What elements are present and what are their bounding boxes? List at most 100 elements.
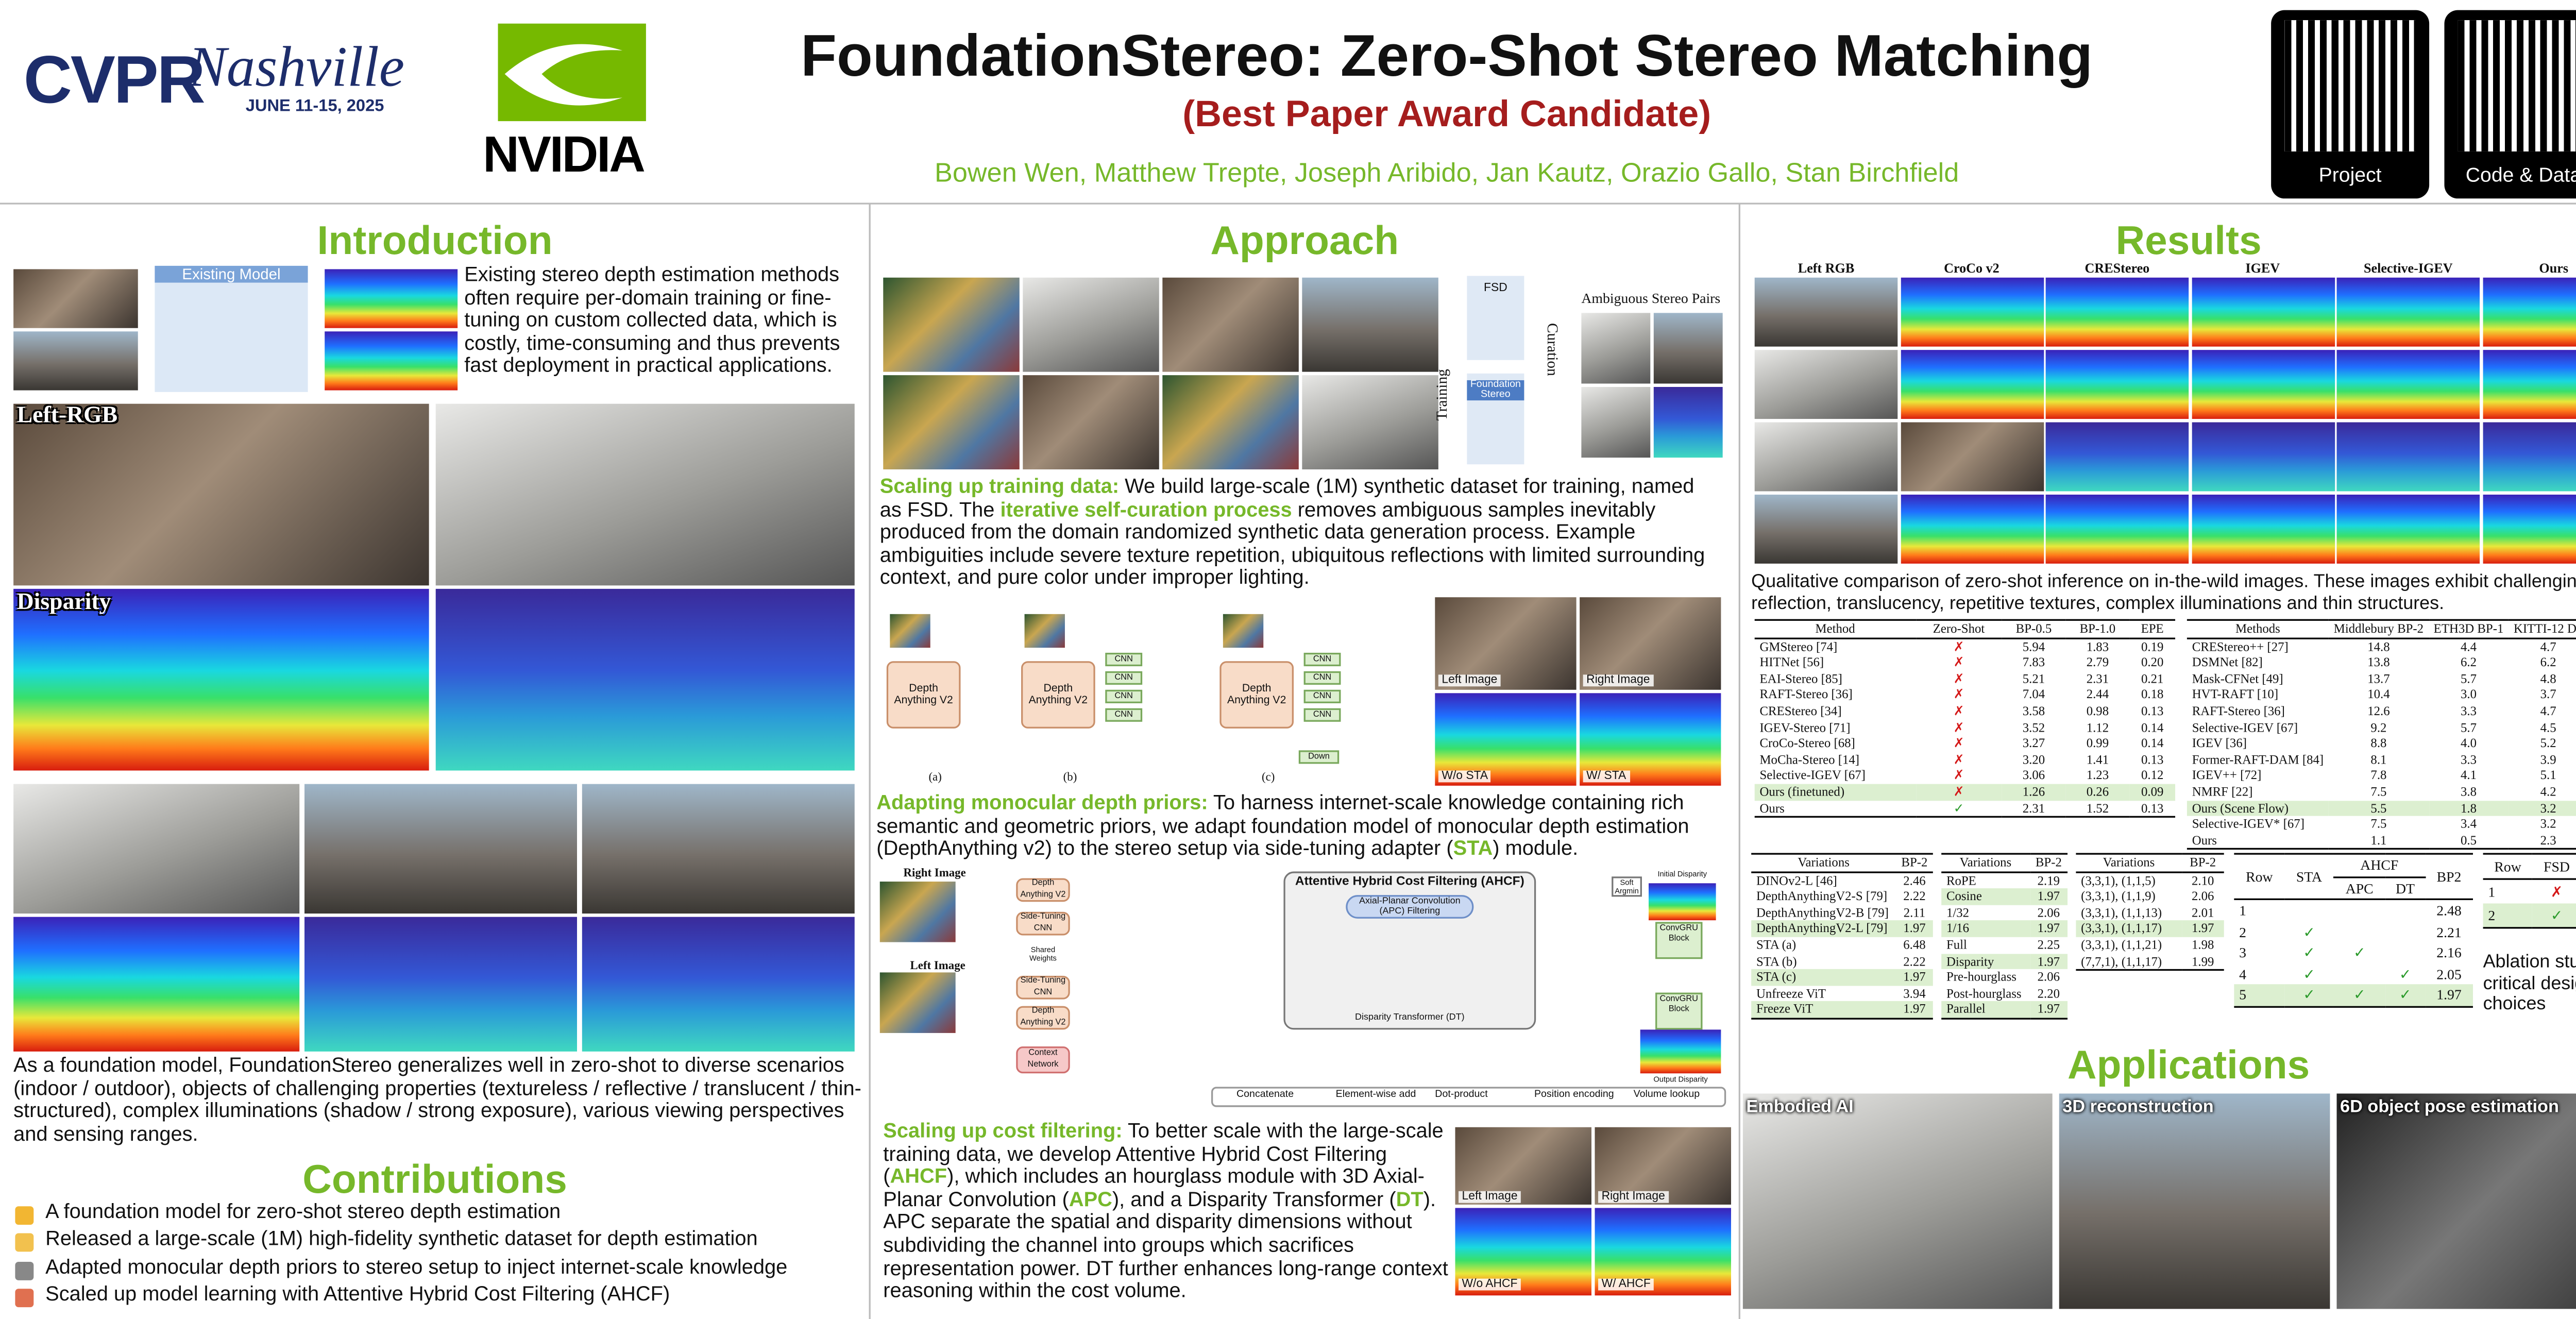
table-cell: 5.94 [2022, 638, 2045, 654]
model-box [155, 265, 308, 392]
input-label: Right Image [903, 866, 966, 880]
column-header: AHCF [2333, 853, 2426, 877]
left-rgb-image [582, 784, 855, 914]
table-row: Post-hourglass 2.20 [1941, 986, 2067, 1002]
table-cell: 0.14 [2141, 719, 2164, 735]
table-cell: ✗ [1953, 638, 1964, 654]
table-body: 1 2.48 2 ✓ 2.21 3 ✓ ✓ 2.16 4 ✓ ✓ 2.05 5 ✓ ✓ ✓ 1.97 [2234, 899, 2473, 1007]
result-image [2191, 494, 2334, 564]
fsd-sample [1162, 277, 1299, 372]
result-image [1754, 277, 1898, 347]
table-cell [2334, 963, 2385, 984]
header-row: Variations BP-2 [1751, 853, 1933, 873]
table-cell: STA (c) [1751, 969, 1896, 986]
dataset-box [1467, 276, 1524, 360]
fsd-sample [1162, 375, 1299, 470]
highlight: iterative self-curation process [1000, 497, 1292, 521]
table-cell: Mask-CFNet [49] [2192, 671, 2283, 686]
table-row: (3,3,1), (1,1,13) 2.01 [2076, 905, 2224, 921]
ambiguous-pair [1653, 387, 1723, 458]
table-cell: ✗ [1953, 735, 1964, 751]
table-cell: 7.83 [2022, 654, 2045, 670]
table-cell: 2.06 [2191, 888, 2214, 904]
table-cell: 1.97 [1896, 969, 1933, 986]
table-cell: ✗ [1953, 687, 1964, 702]
table-cell: HVT-RAFT [10] [2192, 687, 2279, 702]
table-cell: 1.12 [2086, 719, 2109, 735]
result-image [2336, 350, 2480, 419]
result-image [1900, 350, 2043, 419]
result-image [2191, 350, 2334, 419]
table-row: DepthAnythingV2-B [79] 2.11 [1751, 905, 1933, 921]
table-row: 1/16 1.97 [1941, 921, 2068, 937]
result-image [1754, 494, 1898, 564]
table-cell: 0.18 [2141, 687, 2164, 702]
text: ) module. [1493, 836, 1579, 860]
initial-disparity-label: Initial Disparity [1657, 870, 1707, 878]
column-header: DT [2385, 875, 2426, 900]
table-cell: 3.20 [2022, 751, 2045, 767]
table-cell: DSMNet [82] [2192, 654, 2263, 670]
table-row: (3,3,1), (1,1,17) 1.97 [2076, 921, 2224, 937]
fsd-sample [883, 375, 1020, 470]
table-cell: 9.2 [2370, 719, 2387, 735]
table-cell: Ours [2187, 832, 2329, 851]
highlight: AHCF [890, 1164, 947, 1188]
table-cell: (3,3,1), (1,1,9) [2081, 888, 2156, 904]
table-cell: 5.5 [2329, 800, 2429, 817]
table-cell: 1 [2488, 883, 2496, 900]
sta-image [1435, 597, 1577, 690]
result-image [2482, 350, 2576, 419]
table-cell: Ours (finetuned) [1754, 784, 1916, 800]
table-cell: ✓ [1916, 800, 2002, 818]
table-row: (3,3,1), (1,1,5) 2.10 [2076, 872, 2224, 889]
header-row: Row STA AHCF BP2 [2234, 853, 2473, 900]
table-cell: 2.05 [2436, 965, 2462, 982]
table-cell: MoCha-Stereo [14] [1759, 751, 1860, 767]
training-label: Training [1433, 369, 1450, 421]
table-cell: ✓ [2532, 903, 2576, 929]
column-header: ETH3D BP-1 [2428, 619, 2509, 639]
table-cell: STA (a) [1756, 937, 1797, 953]
table-cell: CroCo-Stereo [68] [1759, 735, 1855, 751]
bullet-icon [15, 1261, 34, 1280]
table-cell: 4.7 [2540, 638, 2556, 654]
image-label: Left-RGB [16, 403, 118, 429]
bullet-icon [15, 1288, 34, 1307]
module-box: Depth Anything V2 [1016, 1006, 1070, 1030]
table-cell [2385, 899, 2425, 921]
table-cell: 0.99 [2086, 735, 2109, 751]
column-header: Variations [1751, 853, 1896, 873]
table-cell: 6.2 [2461, 654, 2477, 670]
table-cell: DepthAnythingV2-S [79] [1756, 888, 1888, 904]
table-cell: 2.20 [2037, 985, 2060, 1001]
table-cell: NMRF [22] [2192, 784, 2253, 799]
table-row: Pre-hourglass 2.06 [1941, 969, 2067, 985]
table-cell: 3.0 [2461, 687, 2477, 702]
module-box: Depth Anything V2 [1021, 661, 1095, 729]
cnn-block: CNN [1303, 652, 1341, 667]
sta-image [1580, 597, 1721, 690]
dataset-label: FSD [1484, 282, 1507, 295]
table-cell: 13.8 [2367, 654, 2390, 670]
table-cell: (3,3,1), (1,1,5) [2081, 872, 2156, 888]
table-cell: DepthAnythingV2-B [79] [1756, 905, 1889, 920]
table-cell: 5.7 [2461, 671, 2477, 686]
table-head: Variations BP-2 [1941, 853, 2068, 873]
bullet-icon [15, 1206, 34, 1225]
table-row: (3,3,1), (1,1,21) 1.98 [2076, 937, 2224, 953]
ambiguous-pair [1653, 313, 1723, 384]
table-row: Mask-CFNet [49]13.75.74.85.8 [2187, 671, 2576, 687]
cnn-block: CNN [1105, 671, 1143, 685]
table-cell: 1.41 [2086, 751, 2109, 767]
subtitle: (Best Paper Award Candidate) [1182, 92, 1711, 135]
application-image [2059, 1093, 2330, 1309]
table-row: GMStereo [74] ✗ 5.94 1.83 0.19 [1755, 638, 2175, 655]
soft-argmin: Soft Argmin [1612, 876, 1642, 897]
table-cell: 0.98 [2086, 703, 2109, 719]
depth-output [325, 331, 458, 391]
table-cell: (3,3,1), (1,1,13) [2081, 905, 2162, 920]
table-cell: 2.31 [2002, 800, 2066, 818]
fsd-sample [1023, 375, 1159, 470]
table-row: Ours ✓ 2.31 1.52 0.13 [1754, 800, 2176, 818]
